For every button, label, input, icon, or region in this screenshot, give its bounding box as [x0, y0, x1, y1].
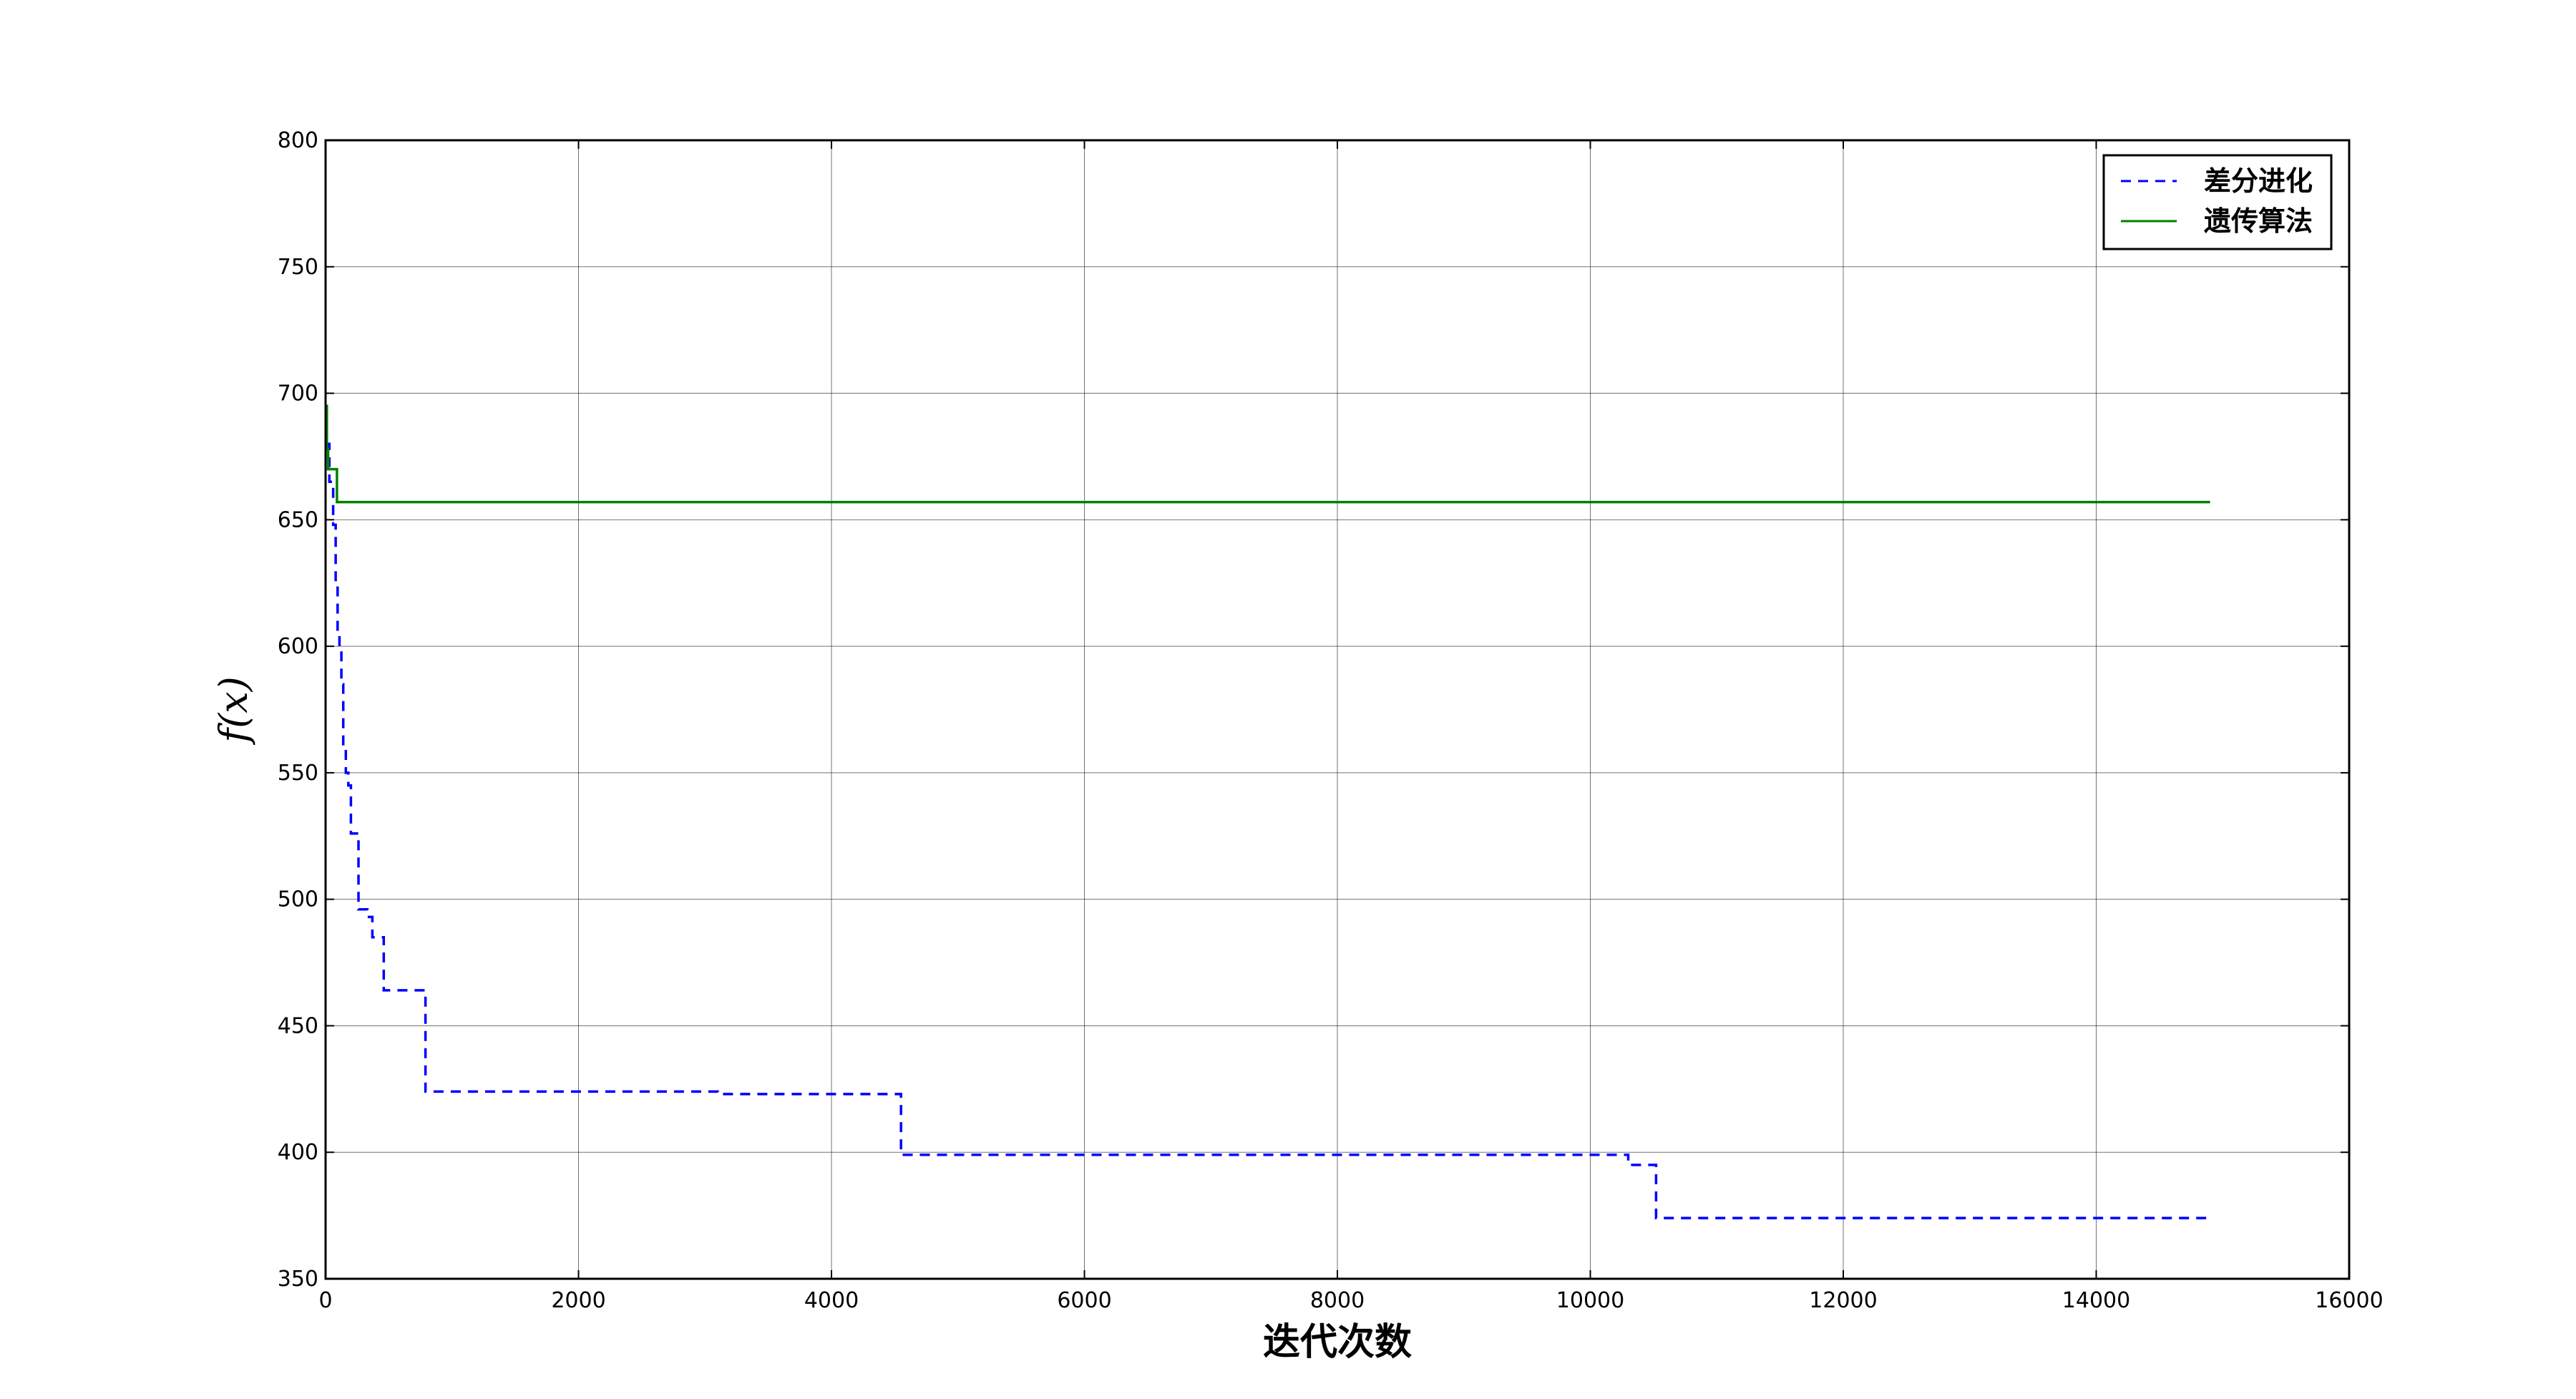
- legend: 差分进化 遗传算法: [2102, 154, 2333, 250]
- x-tick-label: 0: [318, 1288, 332, 1313]
- y-tick-label: 700: [278, 381, 318, 406]
- legend-label-ga: 遗传算法: [2204, 205, 2313, 237]
- y-tick-label: 800: [278, 128, 318, 153]
- x-tick-label: 10000: [1556, 1288, 1624, 1313]
- x-tick-label: 16000: [2315, 1288, 2383, 1313]
- x-axis-label: 迭代次数: [1263, 1321, 1412, 1364]
- y-tick-label: 350: [278, 1267, 318, 1292]
- y-tick-label: 400: [278, 1140, 318, 1165]
- y-tick-label: 650: [278, 507, 318, 532]
- y-tick-label: 600: [278, 634, 318, 659]
- x-tick-label: 14000: [2062, 1288, 2130, 1313]
- series-line-0: [326, 442, 2210, 1219]
- x-tick-label: 8000: [1310, 1288, 1365, 1313]
- x-tick-label: 12000: [1809, 1288, 1877, 1313]
- y-axis-label: f(x): [211, 676, 256, 746]
- x-tick-label: 4000: [804, 1288, 859, 1313]
- x-tick-label: 2000: [551, 1288, 605, 1313]
- y-tick-label: 500: [278, 887, 318, 912]
- x-tick-label: 6000: [1057, 1288, 1111, 1313]
- tick-layer: 0 2000 4000 6000 8000 10000 12000 14000 16000 350…: [278, 128, 2384, 1313]
- y-tick-label: 450: [278, 1013, 318, 1038]
- y-tick-label: 550: [278, 761, 318, 786]
- series-layer: [326, 404, 2210, 1219]
- legend-label-de: 差分进化: [2204, 165, 2313, 197]
- legend-box: [2102, 154, 2333, 250]
- grid-layer: [325, 140, 2350, 1279]
- y-tick-label: 750: [278, 255, 318, 280]
- series-line-1: [326, 404, 2210, 504]
